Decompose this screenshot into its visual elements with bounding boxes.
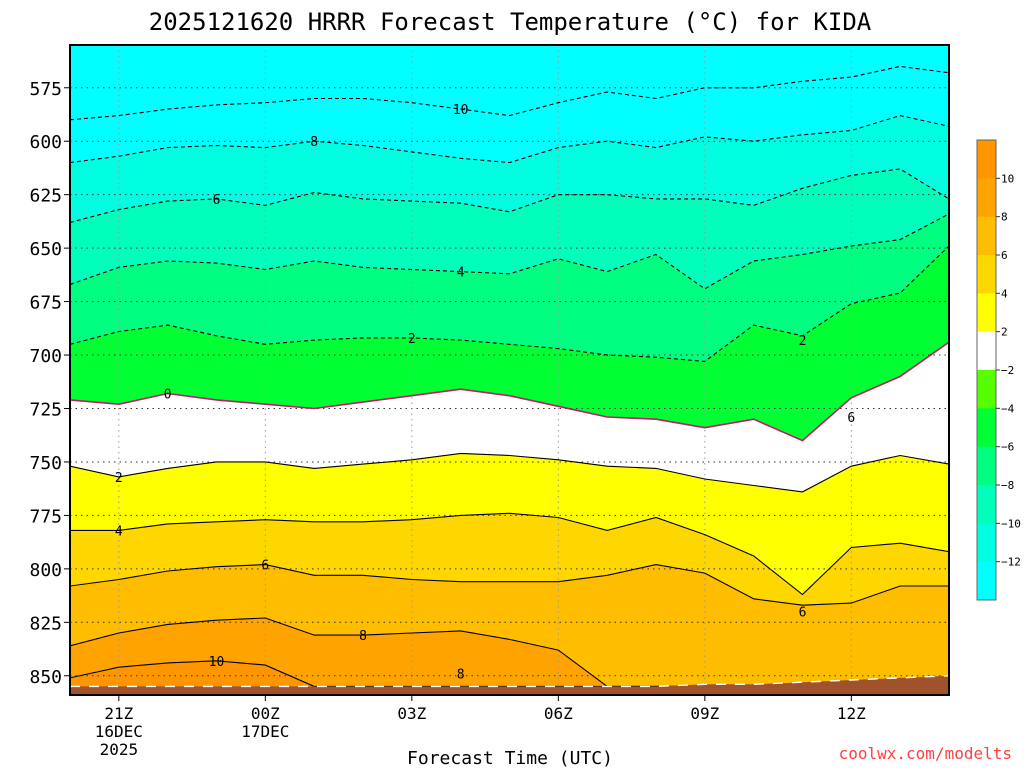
colorbar-label: 4	[1001, 287, 1008, 300]
isotherm-label-7: 4	[115, 524, 123, 539]
extra-label-0: 8	[457, 668, 465, 683]
y-axis: 575 600 625 650 675 700 725 750 775 800 825 850	[29, 79, 70, 688]
extra-label-3: 6	[799, 606, 807, 621]
colorbar-swatch	[977, 370, 996, 409]
y-tick-label: 600	[29, 132, 62, 153]
extra-label-2: 6	[847, 411, 855, 426]
y-tick-label: 575	[29, 79, 62, 100]
x-tick-label: 09Z	[690, 704, 719, 723]
colorbar-swatch	[977, 331, 996, 371]
x-tick-sublabel: 16DEC	[95, 722, 143, 741]
colorbar-swatch	[977, 408, 996, 447]
colorbar-label: 2	[1001, 326, 1008, 339]
isotherm-label-6: 2	[115, 471, 123, 486]
isotherm-label-2: 6	[213, 193, 221, 208]
y-tick-label: 675	[29, 293, 62, 314]
isotherm-line-6	[70, 452, 949, 493]
colorbar-swatch	[977, 561, 996, 601]
colorbar-label: −10	[1001, 517, 1021, 530]
isotherm-line-3	[70, 213, 949, 290]
isotherm-label-4: 2	[408, 332, 416, 347]
colorbar-swatch	[977, 293, 996, 332]
grid	[70, 45, 949, 695]
isotherm-label-9: 8	[359, 629, 367, 644]
isotherm-line-4	[70, 245, 949, 362]
colorbar-label: −12	[1001, 556, 1021, 569]
isotherm-line-1	[70, 115, 949, 164]
colorbar-swatch	[977, 178, 996, 217]
colorbar-label: −2	[1001, 364, 1014, 377]
chart-title: 2025121620 HRRR Forecast Temperature (°C…	[149, 8, 872, 36]
colorbar-label: −8	[1001, 479, 1014, 492]
isotherm-label-0: 10	[453, 103, 469, 118]
isotherm-line-2	[70, 168, 949, 224]
y-tick-label: 625	[29, 186, 62, 207]
isotherm-line-8	[70, 564, 949, 606]
x-tick-sublabel: 2025	[100, 740, 139, 759]
y-tick-label: 850	[29, 667, 62, 688]
colorbar-legend: 10 8 6 4 2 −2 −4 −6 −8 −10 −12	[976, 139, 1021, 601]
x-tick-label: 03Z	[397, 704, 426, 723]
colorbar-swatch	[977, 216, 996, 256]
ground-fill	[70, 675, 949, 695]
colorbar-label: −6	[1001, 441, 1014, 454]
isotherm-label-10: 10	[209, 655, 225, 670]
colorbar-label: 8	[1001, 211, 1008, 224]
y-tick-label: 825	[29, 613, 62, 634]
y-tick-label: 800	[29, 560, 62, 581]
x-axis-label: Forecast Time (UTC)	[407, 748, 613, 768]
isotherm-label-8: 6	[261, 559, 269, 574]
colorbar-swatch	[977, 255, 996, 294]
colorbar-label: −4	[1001, 402, 1015, 415]
y-tick-label: 725	[29, 399, 62, 420]
colorbar-swatch	[977, 446, 996, 486]
isotherm-line-7	[70, 512, 949, 596]
isotherm-label-1: 8	[310, 135, 318, 150]
extra-label-1: 2	[799, 334, 807, 349]
y-tick-label: 650	[29, 239, 62, 260]
colorbar-swatch	[977, 485, 996, 524]
plot-content: 10 8 6 4 2 0 2 4 6 8 10 8 2 6 6	[70, 45, 949, 695]
colorbar-swatch	[977, 523, 996, 562]
watermark: coolwx.com/modelts	[839, 744, 1012, 763]
x-tick-sublabel: 17DEC	[241, 722, 289, 741]
colorbar-label: 10	[1001, 172, 1014, 185]
isotherm-label-3: 4	[457, 266, 465, 281]
colorbar-label: 6	[1001, 249, 1008, 262]
x-tick-label: 00Z	[251, 704, 280, 723]
plot-frame	[69, 44, 950, 696]
ground-edge	[70, 675, 949, 688]
isotherm-label-5: 0	[164, 388, 172, 403]
plot-area: 10 8 6 4 2 0 2 4 6 8 10 8 2 6 6	[69, 44, 950, 696]
x-tick-label: 21Z	[104, 704, 133, 723]
colorbar-swatch	[977, 140, 996, 179]
y-tick-label: 700	[29, 346, 62, 367]
y-tick-label: 775	[29, 506, 62, 527]
isotherm-line-5	[70, 341, 949, 442]
isotherm-line-0	[70, 65, 949, 121]
x-tick-label: 06Z	[544, 704, 573, 723]
y-tick-label: 750	[29, 453, 62, 474]
x-tick-label: 12Z	[837, 704, 866, 723]
